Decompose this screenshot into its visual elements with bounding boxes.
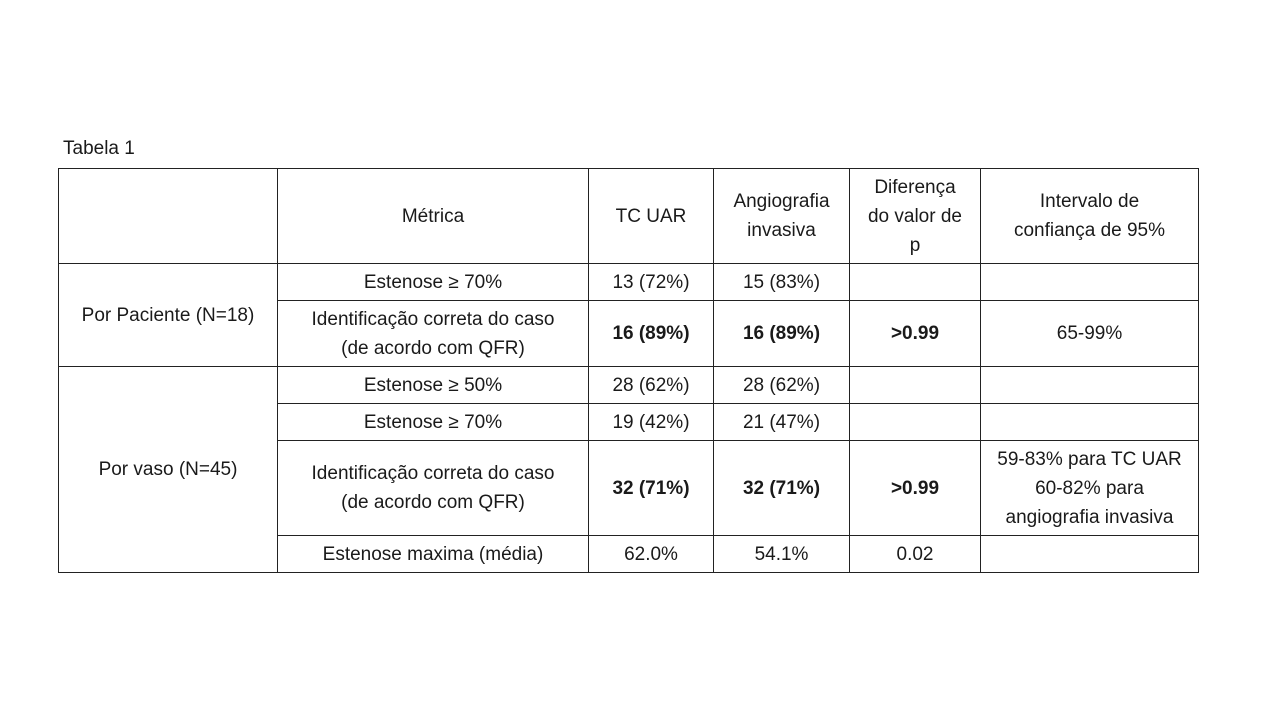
ci-cell: 59-83% para TC UAR 60-82% para angiograf… bbox=[980, 440, 1199, 536]
results-table: Métrica TC UAR Angiografia invasiva Dife… bbox=[58, 168, 1199, 573]
ci-cell bbox=[980, 366, 1199, 404]
header-metric: Métrica bbox=[277, 168, 589, 264]
table-row: Por Paciente (N=18) Estenose ≥ 70% 13 (7… bbox=[58, 263, 1199, 367]
tc-uar-cell: 19 (42%) bbox=[588, 403, 714, 441]
angio-cell: 32 (71%) bbox=[713, 440, 850, 536]
p-value-cell: >0.99 bbox=[849, 300, 981, 367]
ci-cell bbox=[980, 403, 1199, 441]
metric-cell: Estenose ≥ 50% bbox=[277, 366, 589, 404]
metric-cell: Estenose maxima (média) bbox=[277, 535, 589, 573]
group-label-vessel: Por vaso (N=45) bbox=[58, 366, 278, 573]
table-row: Por vaso (N=45) Estenose ≥ 50% 28 (62%) … bbox=[58, 366, 1199, 573]
tc-uar-cell: 16 (89%) bbox=[588, 300, 714, 367]
ci-cell bbox=[980, 263, 1199, 301]
metric-cell: Identificação correta do caso (de acordo… bbox=[277, 300, 589, 367]
header-row: Métrica TC UAR Angiografia invasiva Dife… bbox=[58, 168, 1199, 264]
header-angiografia: Angiografia invasiva bbox=[713, 168, 850, 264]
ci-cell: 65-99% bbox=[980, 300, 1199, 367]
p-value-cell bbox=[849, 403, 981, 441]
metric-cell: Estenose ≥ 70% bbox=[277, 263, 589, 301]
table-row: Identificação correta do caso (de acordo… bbox=[59, 300, 1199, 367]
p-value-cell: >0.99 bbox=[849, 440, 981, 536]
tc-uar-cell: 13 (72%) bbox=[588, 263, 714, 301]
p-value-cell bbox=[849, 263, 981, 301]
angio-cell: 21 (47%) bbox=[713, 403, 850, 441]
tc-uar-cell: 32 (71%) bbox=[588, 440, 714, 536]
metric-cell: Estenose ≥ 70% bbox=[277, 403, 589, 441]
angio-cell: 16 (89%) bbox=[713, 300, 850, 367]
table-row: Estenose ≥ 70% 19 (42%) 21 (47%) bbox=[59, 403, 1199, 441]
p-value-cell bbox=[849, 366, 981, 404]
header-confidence-interval: Intervalo de confiança de 95% bbox=[980, 168, 1199, 264]
ci-cell bbox=[980, 535, 1199, 573]
tc-uar-cell: 28 (62%) bbox=[588, 366, 714, 404]
header-p-value: Diferença do valor de p bbox=[849, 168, 981, 264]
header-group-cell bbox=[58, 168, 278, 264]
table-row: Estenose maxima (média) 62.0% 54.1% 0.02 bbox=[59, 535, 1199, 573]
angio-cell: 28 (62%) bbox=[713, 366, 850, 404]
p-value-cell: 0.02 bbox=[849, 535, 981, 573]
table-caption: Tabela 1 bbox=[63, 138, 135, 159]
header-tc-uar: TC UAR bbox=[588, 168, 714, 264]
group-label-patient: Por Paciente (N=18) bbox=[58, 263, 278, 367]
angio-cell: 15 (83%) bbox=[713, 263, 850, 301]
angio-cell: 54.1% bbox=[713, 535, 850, 573]
tc-uar-cell: 62.0% bbox=[588, 535, 714, 573]
metric-cell: Identificação correta do caso (de acordo… bbox=[277, 440, 589, 536]
table-row: Identificação correta do caso (de acordo… bbox=[59, 440, 1199, 536]
